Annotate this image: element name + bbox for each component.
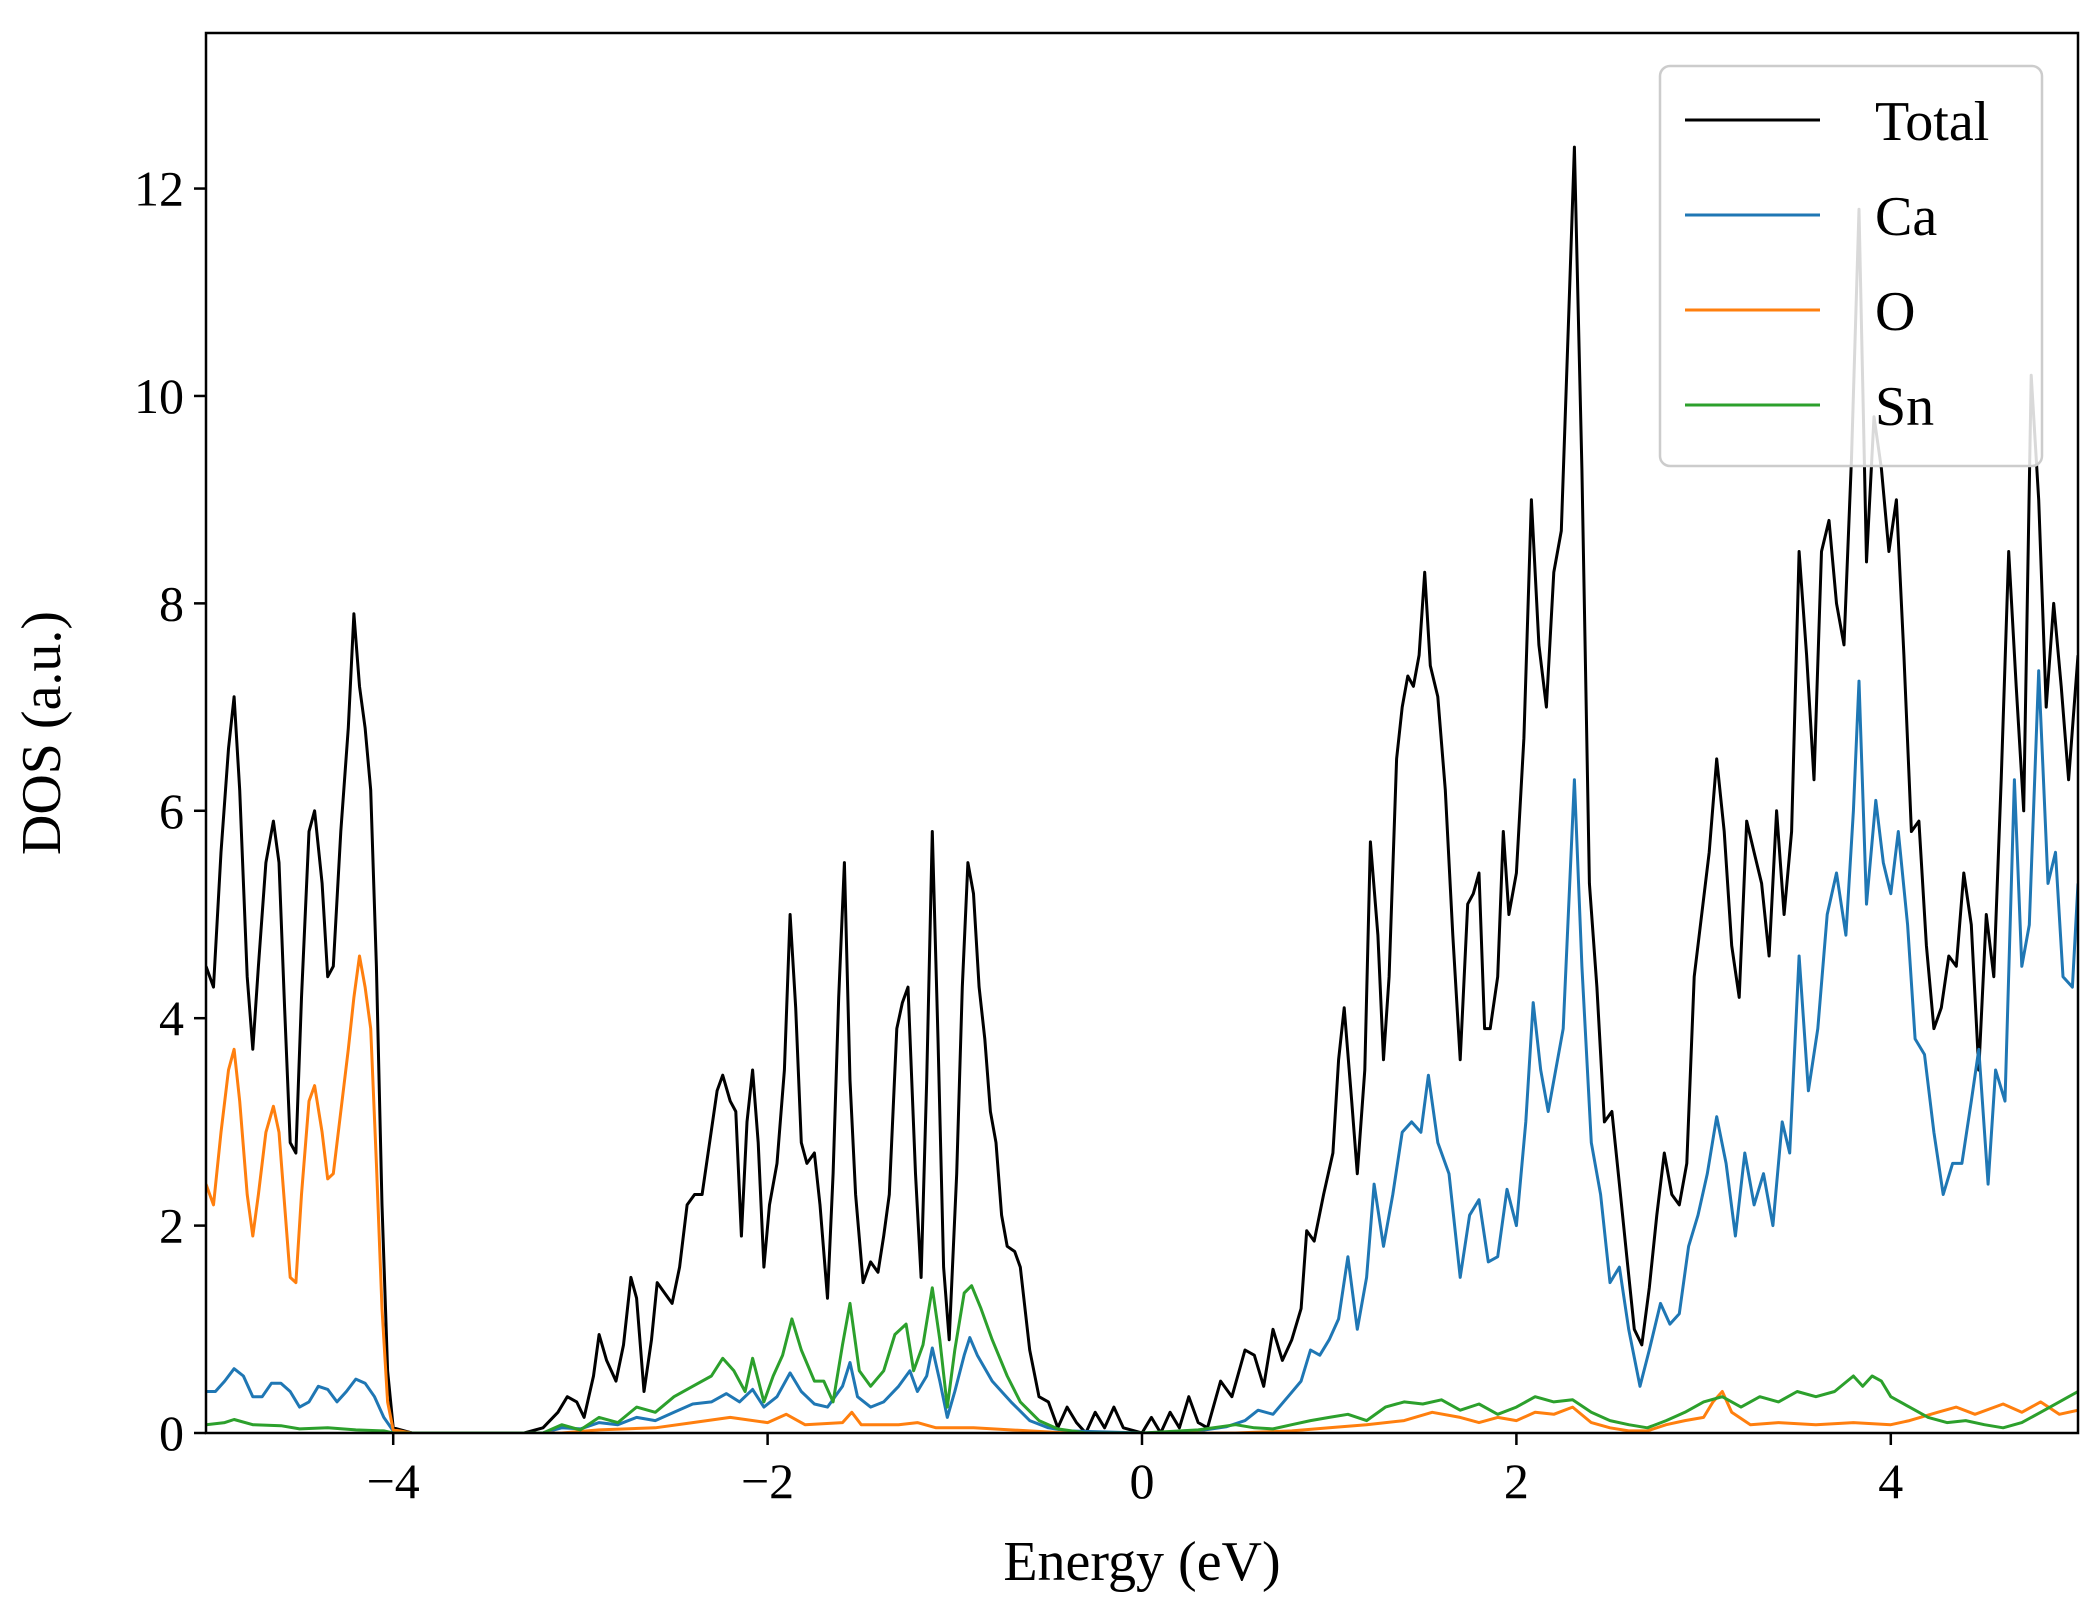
y-tick-label: 10: [134, 368, 184, 424]
y-tick-label: 4: [159, 990, 184, 1046]
x-tick-label: −4: [367, 1453, 420, 1509]
y-tick-label: 6: [159, 783, 184, 839]
y-tick-label: 0: [159, 1405, 184, 1461]
y-tick-label: 8: [159, 575, 184, 631]
series-layer: [206, 145, 2078, 1433]
x-tick-label: −2: [741, 1453, 794, 1509]
y-tick-label: 2: [159, 1198, 184, 1254]
x-tick-label: 0: [1130, 1453, 1155, 1509]
x-tick-label: 2: [1504, 1453, 1529, 1509]
y-tick-label: 12: [134, 161, 184, 217]
legend-label-total: Total: [1875, 91, 1989, 153]
series-line-sn: [206, 1284, 2078, 1433]
series-line-o: [206, 954, 2078, 1433]
legend-box: [1658, 64, 2044, 468]
series-line-total: [206, 145, 2078, 1433]
series-line-ca: [206, 669, 2078, 1433]
legend-label-sn: Sn: [1875, 376, 1934, 438]
y-axis: 0 2 4 6 8 10 12: [134, 161, 206, 1461]
x-axis-label: Energy (eV): [1003, 1531, 1280, 1593]
legend-label-ca: Ca: [1875, 186, 1937, 248]
x-axis: −4 −2 0 2 4: [367, 1433, 1903, 1509]
legend-label-o: O: [1875, 281, 1915, 343]
legend: Total Ca O Sn: [1658, 64, 2044, 468]
y-axis-label: DOS (a.u.): [11, 611, 73, 855]
x-tick-label: 4: [1878, 1453, 1903, 1509]
